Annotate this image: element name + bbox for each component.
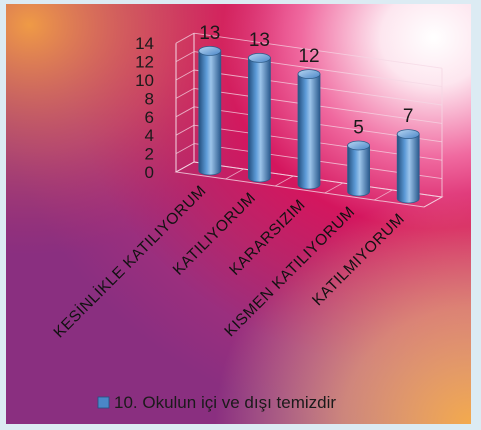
bar-cap [247, 53, 271, 63]
bar-cap [347, 140, 371, 151]
floor-divider [374, 189, 393, 201]
chart-area: 0 2 4 6 8 10 12 14 13 13 12 5 7 KESİNLİKLE KATILIYO… [6, 4, 471, 424]
y-tick-label: 14 [135, 34, 154, 53]
floor-divider [275, 175, 294, 187]
data-label: 13 [249, 30, 270, 51]
data-label: 12 [298, 46, 319, 67]
legend-swatch [97, 396, 110, 409]
bar-cap [297, 69, 321, 79]
bar-body [347, 145, 370, 197]
data-label: 13 [199, 23, 220, 44]
gridline [193, 32, 443, 69]
bar-body [396, 133, 420, 204]
bar-4 [347, 140, 371, 197]
gridline [193, 51, 443, 88]
y-tick-label: 12 [135, 53, 154, 72]
legend: 10. Okulun içi ve dışı temizdir [97, 393, 336, 412]
gridline-side [175, 69, 195, 81]
bar-body [198, 50, 222, 176]
bar-body [297, 73, 321, 190]
y-tick-label: 2 [145, 145, 154, 164]
bar-body [248, 57, 271, 183]
gridline-side [175, 32, 195, 44]
floor-divider [423, 196, 443, 208]
bar-3 [297, 69, 321, 190]
gridline-side [175, 88, 195, 99]
bar-5 [396, 129, 420, 204]
bar-cap [198, 46, 222, 56]
bar-2 [247, 53, 271, 183]
bar-1 [198, 46, 222, 176]
data-label: 7 [403, 106, 414, 127]
y-tick-label: 8 [145, 89, 154, 108]
bars [198, 46, 420, 204]
gridline-side [175, 124, 195, 136]
data-label: 5 [353, 118, 364, 139]
legend-label: 10. Okulun içi ve dışı temizdir [114, 393, 336, 412]
floor-divider [175, 161, 195, 173]
gridline-side [175, 143, 195, 154]
y-tick-label: 4 [145, 126, 154, 145]
y-tick-label: 6 [145, 108, 154, 127]
gridline-side [175, 106, 195, 118]
data-labels: 13 13 12 5 7 [199, 23, 413, 139]
floor-divider [225, 168, 244, 180]
y-tick-label: 0 [145, 163, 154, 182]
bar-cap [396, 129, 420, 140]
floor-divider [324, 182, 343, 194]
gridline-side [175, 51, 195, 62]
y-tick-label: 10 [135, 71, 154, 90]
